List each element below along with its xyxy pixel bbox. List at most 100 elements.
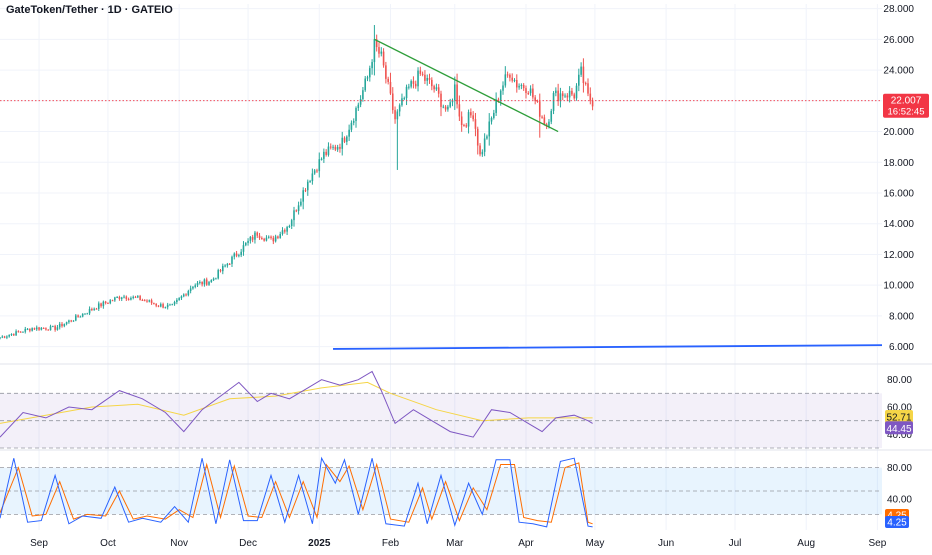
candle-body [431,79,433,87]
candle-body [302,190,304,202]
candle-body [518,85,520,88]
candle-body [277,236,279,238]
candle-body [49,326,52,331]
stoch-d-line [0,462,593,525]
candle-body [348,129,350,137]
time-axis-label: Sep [869,538,887,549]
candle-body [564,95,566,97]
candle-body [424,74,426,81]
candle-body [385,65,387,79]
candle-body [290,220,293,227]
candle-body [488,121,491,137]
candle-body [238,255,240,257]
candle-body [65,322,68,324]
time-axis-label: Nov [170,538,188,549]
candle-body [357,104,360,109]
candle-body [224,265,226,267]
current-price-badge [883,93,929,118]
candle-body [157,305,160,307]
candle-body [318,159,321,172]
candle-body [451,100,454,103]
candle-body [313,170,316,174]
candle-body [389,81,392,94]
candle-body [97,303,100,309]
candle-body [176,299,178,302]
candle-body [215,278,217,280]
candle-body [316,170,318,172]
price-axis-label: 8.000 [889,311,914,322]
current-price-label: 22.007 [891,96,922,107]
candle-body [22,331,24,333]
support-line [333,344,883,350]
candle-body [334,146,337,150]
price-axis-label: 26.000 [883,35,914,46]
candle-body [437,87,440,94]
stoch-k-value: 4.25 [887,518,907,529]
candle-body [10,334,13,336]
candle-body [582,66,585,84]
candle-body [47,329,50,331]
candle-body [336,147,339,150]
candle-body [362,90,364,100]
candle-body [522,84,525,89]
candle-body [346,136,348,142]
candle-body [40,327,43,330]
candle-body [534,97,536,102]
candle-body [506,74,509,76]
candle-body [164,307,167,309]
candle-body [368,68,371,78]
candle-body [536,101,539,103]
candle-body [575,85,578,99]
candle-body [529,88,532,94]
chart-title: GateToken/Tether · 1D · GATEIO [6,4,173,16]
candle-body [116,297,118,299]
candle-body [538,101,541,117]
candle-body [130,297,132,300]
candle-body [378,47,380,54]
candle-body [139,296,141,300]
candle-body [102,301,105,307]
candle-body [270,236,272,238]
candle-body [339,147,341,149]
candle-body [584,83,587,85]
candle-body [382,51,385,66]
candle-body [513,80,516,82]
candle-body [481,151,484,155]
candle-body [511,77,514,81]
candle-body [364,78,367,91]
candle-body [543,117,546,125]
candle-body [410,81,412,87]
candle-body [251,236,254,240]
candle-body [256,232,259,236]
candle-body [228,263,231,265]
candle-body [403,98,406,100]
candle-body [309,181,311,183]
candle-body [527,93,530,95]
candle-body [279,233,282,238]
candle-body [244,242,247,246]
candle-body [573,94,576,99]
time-axis-label: Sep [30,538,48,549]
candle-body [476,128,479,146]
candle-body [300,201,302,206]
candle-body [118,297,121,299]
rsi-axis-label: 80.00 [887,375,912,386]
candle-body [495,99,497,113]
candle-body [107,302,109,304]
candle-body [366,77,369,79]
candle-body [125,296,128,300]
candle-body [15,331,17,336]
candle-body [93,308,95,310]
candle-body [68,320,70,323]
candle-body [419,70,422,74]
candle-body [453,84,456,101]
candle-body [35,327,38,330]
candle-body [70,320,73,322]
candle-body [226,263,229,266]
candle-body [352,120,355,123]
candle-body [56,327,59,330]
candle-body [42,327,45,329]
candle-body [141,299,144,301]
